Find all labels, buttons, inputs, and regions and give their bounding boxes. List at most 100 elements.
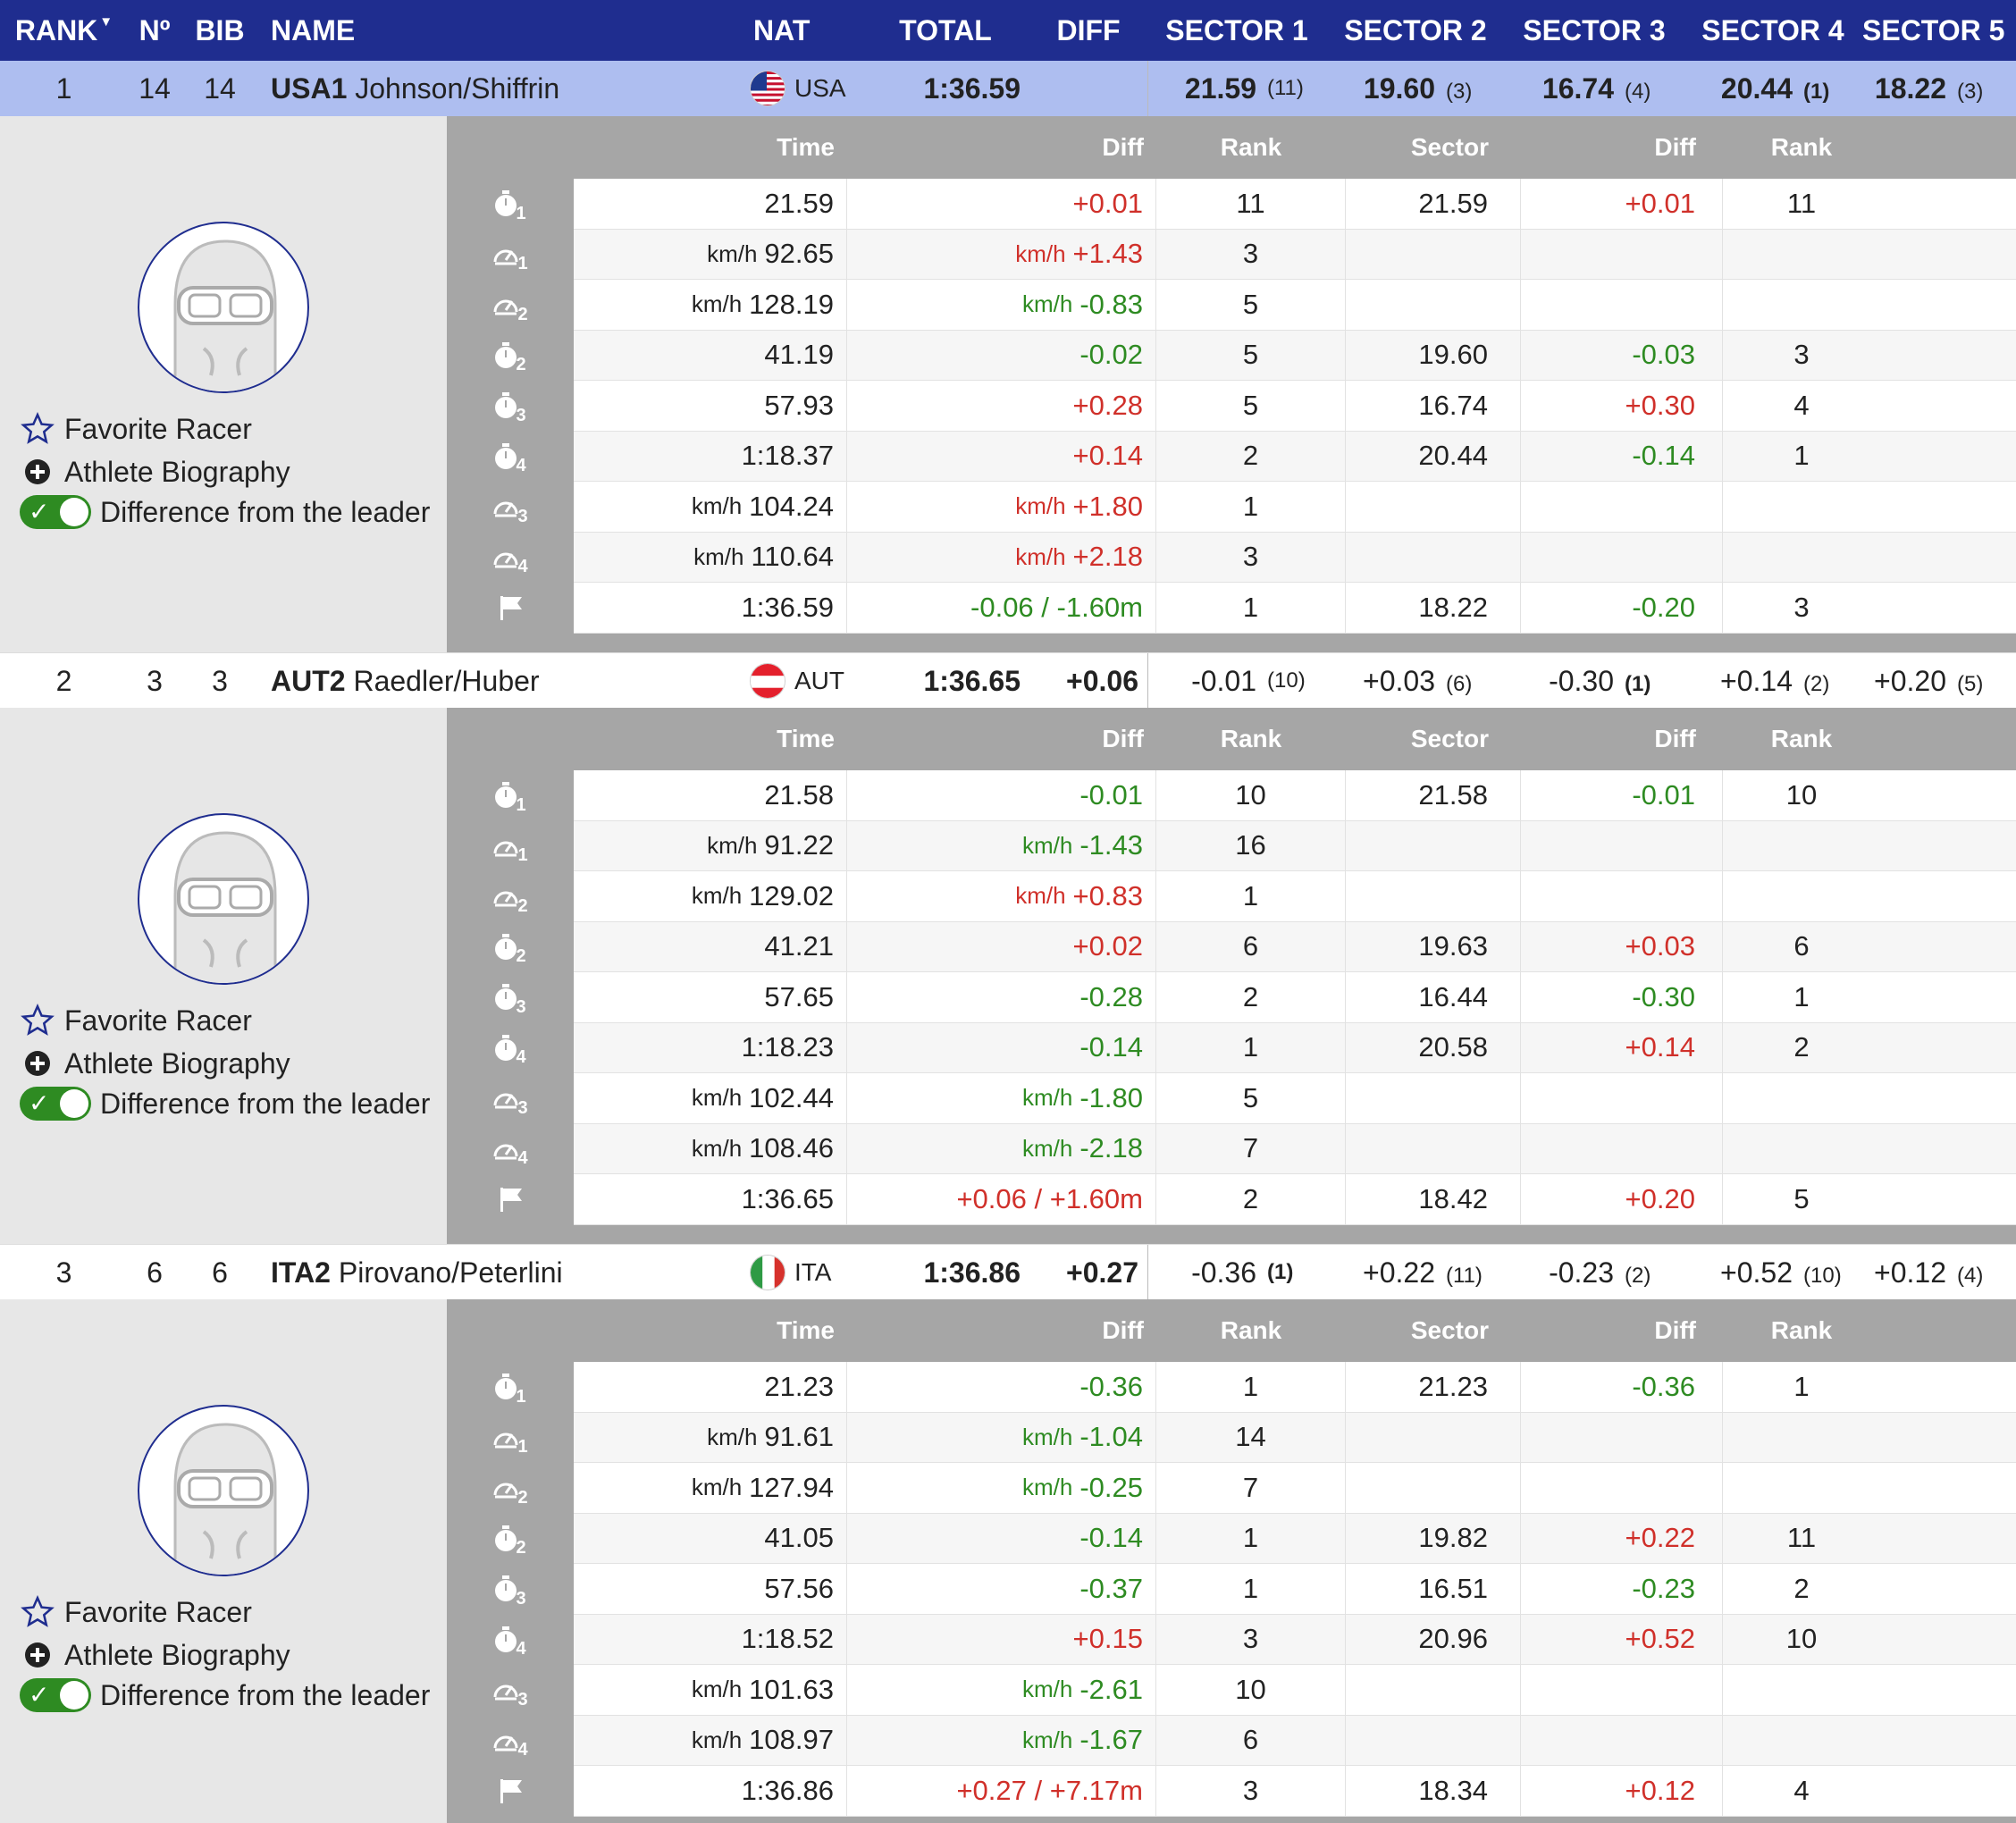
split-icon-cell: 3 (447, 482, 574, 533)
split-time: 1:18.37 (741, 440, 834, 472)
split-diff: +0.27 / +7.17m (956, 1774, 1143, 1806)
sector-rank-cell: 1 (1793, 440, 1810, 472)
split-rank: 1 (1156, 482, 1346, 532)
favorite-racer-toggle[interactable]: Favorite Racer (20, 1594, 252, 1630)
header-rank[interactable]: RANK ▼ (14, 13, 113, 46)
split-rank: 1 (1156, 1513, 1346, 1563)
difference-from-leader-toggle[interactable]: ✓ Difference from the leader (20, 495, 430, 529)
split-time: 21.23 (764, 1370, 834, 1402)
toggle-switch[interactable]: ✓ (20, 1087, 91, 1121)
stopwatch-icon (494, 341, 517, 369)
racer-name[interactable]: USA1 Johnson/Shiffrin (258, 72, 723, 105)
athlete-biography-link[interactable]: Athlete Biography (20, 454, 290, 490)
sector-diff: -0.30 (1521, 972, 1723, 1022)
sector-diff (1521, 871, 1723, 921)
split-row: 1:18.52 +0.15 3 20.96 +0.52 10 (574, 1614, 2016, 1665)
favorite-racer-toggle[interactable]: Favorite Racer (20, 411, 252, 447)
racer-name[interactable]: AUT2 Raedler/Huber (258, 665, 723, 698)
split-row: 41.21 +0.02 6 19.63 +0.03 6 (574, 921, 2016, 972)
racer-profile-panel: Favorite Racer Athlete Biography ✓ Diffe… (0, 1299, 447, 1823)
sector-diff (1521, 532, 1723, 582)
sort-down-icon[interactable]: ▼ (99, 13, 113, 29)
header-sector-2[interactable]: SECTOR 2 (1344, 13, 1487, 46)
sector-1-cell: -0.01 (10) (1147, 653, 1326, 709)
sector-time (1346, 280, 1521, 330)
time-unit: km/h (707, 831, 758, 859)
sector-rank-cell (1723, 280, 1930, 330)
speedometer-icon (492, 1475, 519, 1500)
sector-time: 18.42 (1346, 1174, 1521, 1224)
sector-time (1346, 871, 1521, 921)
sector-time: 19.63 (1346, 921, 1521, 971)
split-rank: 7 (1156, 1123, 1346, 1173)
header-name[interactable]: NAME (271, 13, 356, 46)
racer-names: Pirovano/Peterlini (338, 1256, 563, 1289)
split-rank: 16 (1156, 820, 1346, 870)
header-sector-4[interactable]: SECTOR 4 (1701, 13, 1844, 46)
split-index: 4 (516, 1639, 526, 1659)
split-diff-cell: km/h -0.83 (847, 280, 1156, 330)
split-index: 4 (517, 1148, 528, 1169)
sector-time: 21.23 (1346, 1362, 1521, 1412)
stopwatch-icon (494, 392, 517, 419)
favorite-racer-toggle[interactable]: Favorite Racer (20, 1003, 252, 1038)
split-rows: 21.59 +0.01 11 21.59 +0.01 11 km/h 92.65 … (574, 179, 2016, 634)
split-diff-cell: km/h -2.61 (847, 1665, 1156, 1715)
athlete-biography-link[interactable]: Athlete Biography (20, 1637, 290, 1673)
split-time-cell: km/h 104.24 (574, 482, 847, 532)
split-diff: +0.15 (1072, 1623, 1143, 1655)
racer-row[interactable]: 1 14 14 USA1 Johnson/Shiffrin USA 1:36.5… (0, 61, 2016, 116)
split-time: 1:18.23 (741, 1031, 834, 1063)
flag-icon (750, 1255, 785, 1290)
header-sector-1[interactable]: SECTOR 1 (1165, 13, 1308, 46)
racer-rank: 3 (55, 1256, 72, 1289)
sector-rank: (1) (1267, 1260, 1294, 1284)
split-diff: +0.28 (1072, 389, 1143, 421)
split-rank: 14 (1156, 1412, 1346, 1462)
speedometer-icon (492, 1728, 519, 1753)
sector-time (1346, 1123, 1521, 1173)
split-header-diff: Diff (1102, 725, 1144, 752)
racer-no: 14 (139, 71, 171, 105)
header-nat[interactable]: NAT (753, 13, 811, 46)
split-diff: -1.80 (1079, 1081, 1143, 1113)
racer-name[interactable]: ITA2 Pirovano/Peterlini (258, 1256, 723, 1290)
difference-from-leader-toggle[interactable]: ✓ Difference from the leader (20, 1087, 430, 1121)
header-bib[interactable]: BIB (195, 13, 245, 46)
check-icon: ✓ (29, 498, 50, 525)
split-rank: 1 (1156, 583, 1346, 633)
sector-diff (1521, 482, 1723, 532)
split-rank: 1 (1156, 1564, 1346, 1614)
split-time-cell: km/h 108.46 (574, 1123, 847, 1173)
results-header: RANK ▼ Nº BIB NAME NAT TOTAL DIFF SECTOR … (0, 0, 2016, 61)
split-time: 129.02 (749, 879, 834, 912)
split-diff-cell: km/h -0.25 (847, 1463, 1156, 1513)
split-diff-cell: -0.01 (847, 770, 1156, 820)
nation-code: ITA (794, 1258, 832, 1286)
split-time: 108.97 (749, 1724, 834, 1756)
racer-row[interactable]: 3 6 6 ITA2 Pirovano/Peterlini ITA 1:36.8… (0, 1244, 2016, 1300)
header-no[interactable]: Nº (139, 13, 171, 46)
split-time-cell: 1:18.23 (574, 1022, 847, 1072)
header-diff[interactable]: DIFF (1056, 13, 1121, 46)
toggle-switch[interactable]: ✓ (20, 1678, 91, 1712)
racer-bib: 6 (212, 1256, 228, 1289)
toggle-switch[interactable]: ✓ (20, 495, 91, 529)
racer-detail: Favorite Racer Athlete Biography ✓ Diffe… (0, 708, 2016, 1244)
athlete-biography-link[interactable]: Athlete Biography (20, 1046, 290, 1081)
header-sector-3[interactable]: SECTOR 3 (1523, 13, 1666, 46)
sector-time: 16.51 (1346, 1564, 1521, 1614)
racer-names: Raedler/Huber (353, 664, 540, 697)
stopwatch-icon (494, 442, 517, 470)
racer-row[interactable]: 2 3 3 AUT2 Raedler/Huber AUT 1:36.65 +0.… (0, 652, 2016, 709)
diff-unit: km/h (1021, 290, 1073, 318)
sector-rank-cell (1723, 1665, 1930, 1715)
difference-from-leader-toggle[interactable]: ✓ Difference from the leader (20, 1678, 430, 1712)
split-icon-cell: 3 (447, 972, 574, 1023)
sector-time (1346, 1073, 1521, 1123)
sector-time: 19.82 (1346, 1513, 1521, 1563)
header-total[interactable]: TOTAL (899, 13, 992, 46)
sector-diff (1521, 229, 1723, 279)
header-sector-5[interactable]: SECTOR 5 (1862, 13, 2005, 46)
racer-total: 1:36.65 (923, 664, 1021, 697)
